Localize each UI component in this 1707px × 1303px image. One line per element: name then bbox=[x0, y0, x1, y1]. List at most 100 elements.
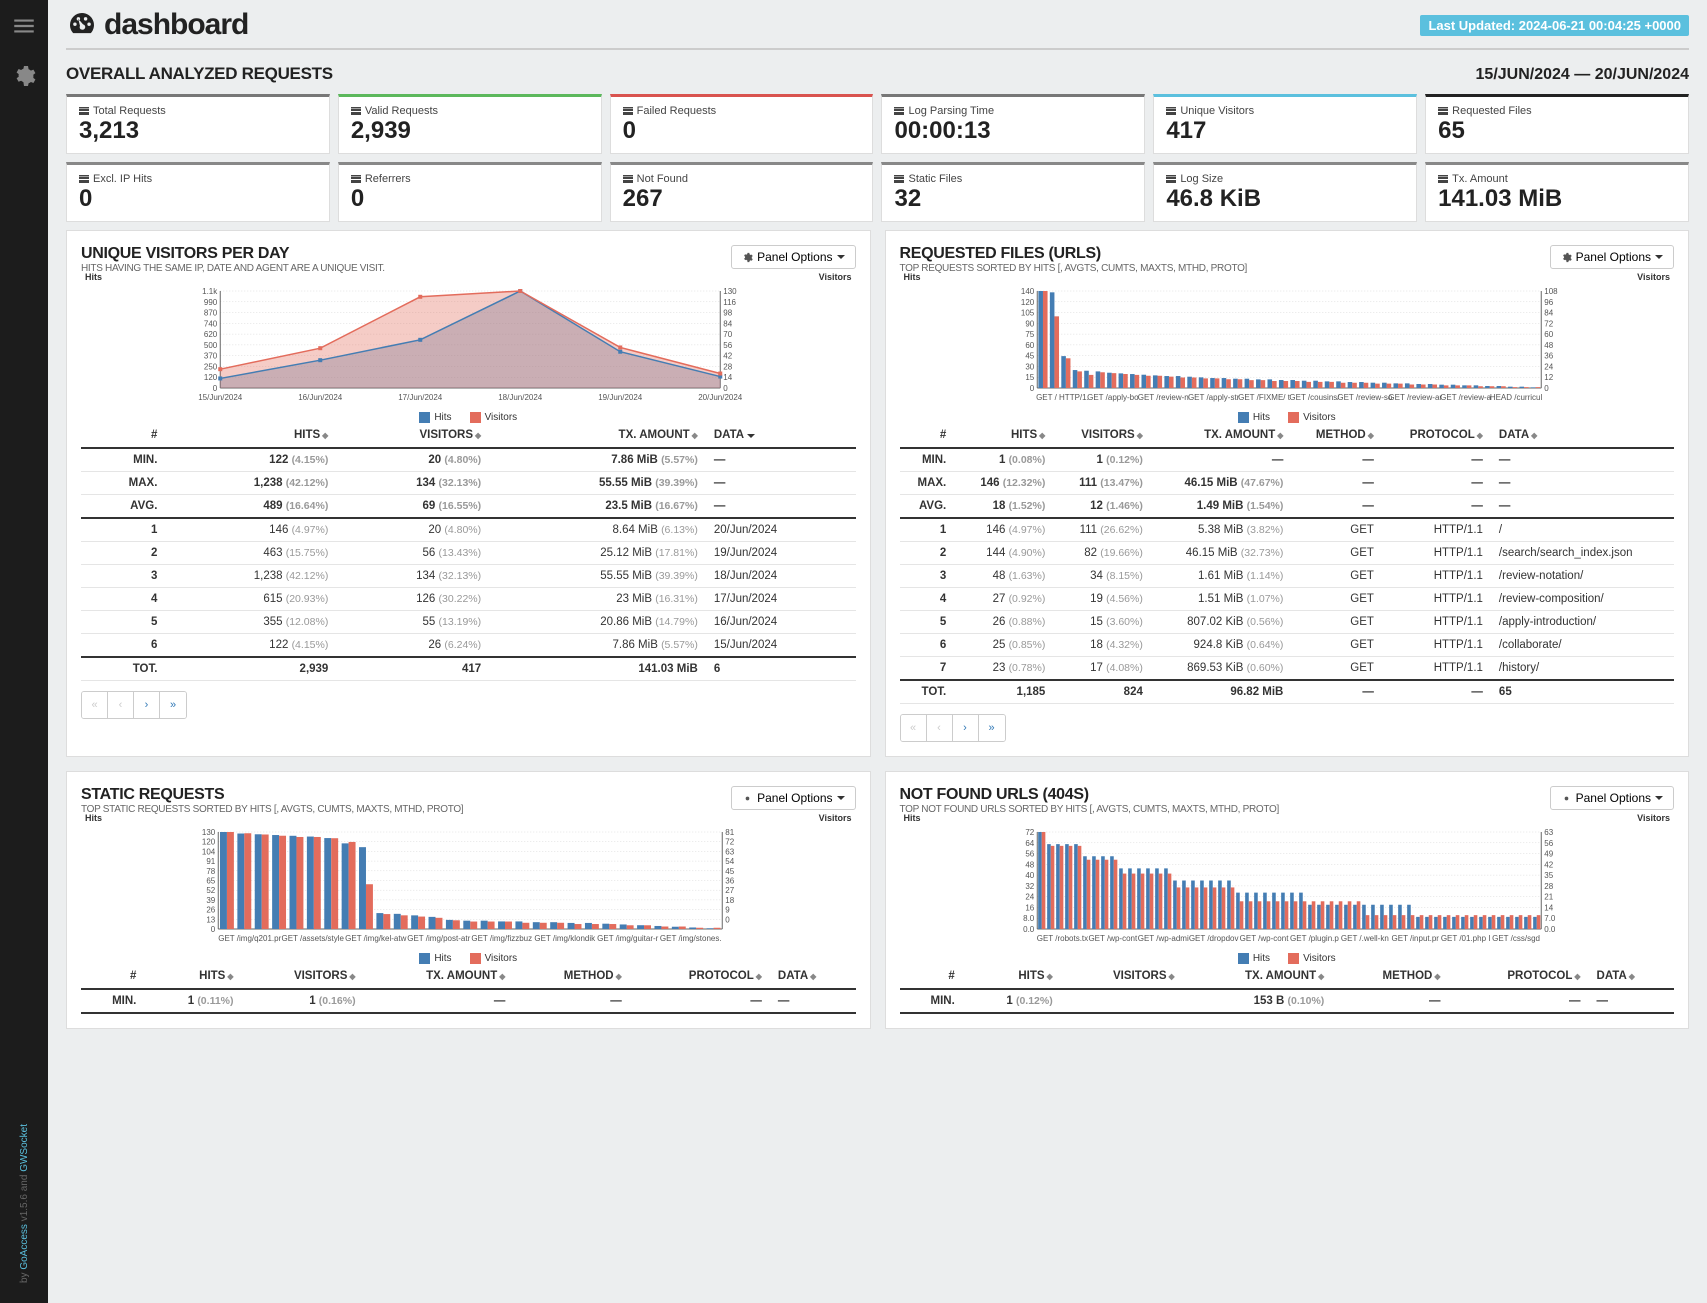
svg-text:24: 24 bbox=[1025, 893, 1034, 902]
table-row[interactable]: 625 (0.85%)18 (4.32%)924.8 KiB (0.64%)GE… bbox=[900, 634, 1675, 657]
page-last-button[interactable]: » bbox=[979, 715, 1005, 741]
stat-label: Log Parsing Time bbox=[894, 105, 1132, 117]
page-first-button[interactable]: « bbox=[901, 715, 927, 741]
table-row: MIN.1 (0.11%)1 (0.16%)— — — — bbox=[81, 989, 856, 1013]
column-header[interactable]: DATA◆ bbox=[770, 964, 856, 989]
bar-icon bbox=[351, 107, 361, 115]
table-row[interactable]: 526 (0.88%)15 (3.60%)807.02 KiB (0.56%)G… bbox=[900, 611, 1675, 634]
column-header[interactable]: # bbox=[900, 964, 963, 989]
stat-card: Tx. Amount 141.03 MiB bbox=[1425, 162, 1689, 222]
svg-text:GET /img/q201.pr: GET /img/q201.pr bbox=[218, 934, 281, 943]
page-prev-button[interactable]: ‹ bbox=[108, 692, 134, 718]
table-row[interactable]: 723 (0.78%)17 (4.08%)869.53 KiB (0.60%)G… bbox=[900, 657, 1675, 681]
column-header[interactable]: HITS◆ bbox=[165, 423, 336, 448]
column-header[interactable]: VISITORS◆ bbox=[1061, 964, 1183, 989]
page-first-button[interactable]: « bbox=[82, 692, 108, 718]
page-prev-button[interactable]: ‹ bbox=[927, 715, 953, 741]
column-header[interactable]: METHOD◆ bbox=[513, 964, 629, 989]
svg-text:84: 84 bbox=[723, 319, 732, 328]
svg-text:105: 105 bbox=[1020, 309, 1034, 318]
stat-card: Log Size 46.8 KiB bbox=[1153, 162, 1417, 222]
last-updated-badge: Last Updated: 2024-06-21 00:04:25 +0000 bbox=[1420, 15, 1689, 36]
table-row[interactable]: 1146 (4.97%)111 (26.62%)5.38 MiB (3.82%)… bbox=[900, 518, 1675, 542]
bar-icon bbox=[894, 107, 904, 115]
sidebar-footer: by GoAccess v1.5.6 and GWSocket bbox=[19, 1124, 30, 1283]
svg-text:GET / HTTP/1.: GET / HTTP/1. bbox=[1036, 393, 1089, 402]
svg-text:GET /review-a: GET /review-a bbox=[1440, 393, 1492, 402]
column-header[interactable]: TX. AMOUNT◆ bbox=[489, 423, 706, 448]
panel-title: REQUESTED FILES (URLS) bbox=[900, 245, 1248, 263]
svg-text:90: 90 bbox=[1025, 319, 1034, 328]
panel-subtitle: HITS HAVING THE SAME IP, DATE AND AGENT … bbox=[81, 263, 385, 274]
column-header[interactable]: VISITORS◆ bbox=[242, 964, 364, 989]
column-header[interactable]: PROTOCOL◆ bbox=[1449, 964, 1589, 989]
svg-text:GET /img/guitar-r: GET /img/guitar-r bbox=[597, 934, 659, 943]
page-next-button[interactable]: › bbox=[134, 692, 160, 718]
svg-text:0.0: 0.0 bbox=[1544, 925, 1556, 934]
notfound-chart: 726364565649484240353228242116148.07.00.… bbox=[900, 827, 1675, 947]
column-header[interactable]: HITS◆ bbox=[963, 964, 1061, 989]
table-row[interactable]: 348 (1.63%)34 (8.15%)1.61 MiB (1.14%)GET… bbox=[900, 565, 1675, 588]
table-row[interactable]: 4615 (20.93%)126 (30.22%)23 MiB (16.31%)… bbox=[81, 588, 856, 611]
column-header[interactable]: # bbox=[900, 423, 955, 448]
stat-value: 267 bbox=[623, 185, 861, 213]
page-next-button[interactable]: › bbox=[953, 715, 979, 741]
column-header[interactable]: METHOD◆ bbox=[1332, 964, 1448, 989]
table-row[interactable]: 6122 (4.15%)26 (6.24%)7.86 MiB (5.57%)15… bbox=[81, 634, 856, 658]
gear-icon[interactable] bbox=[10, 62, 38, 90]
stat-label: Log Size bbox=[1166, 173, 1404, 185]
column-header[interactable]: HITS◆ bbox=[954, 423, 1053, 448]
column-header[interactable]: # bbox=[81, 423, 165, 448]
column-header[interactable]: PROTOCOL◆ bbox=[630, 964, 770, 989]
svg-text:40: 40 bbox=[1025, 871, 1034, 880]
column-header[interactable]: VISITORS◆ bbox=[336, 423, 489, 448]
dashboard-icon bbox=[66, 9, 98, 41]
svg-text:0: 0 bbox=[213, 384, 218, 393]
panel-options-button[interactable]: Panel Options bbox=[731, 786, 855, 810]
table-row[interactable]: 31,238 (42.12%)134 (32.13%)55.55 MiB (39… bbox=[81, 565, 856, 588]
bar-icon bbox=[1438, 107, 1448, 115]
table-row[interactable]: 5355 (12.08%)55 (13.19%)20.86 MiB (14.79… bbox=[81, 611, 856, 634]
svg-text:140: 140 bbox=[1020, 287, 1034, 296]
column-header[interactable]: DATA bbox=[706, 423, 856, 448]
svg-text:0: 0 bbox=[725, 915, 730, 924]
column-header[interactable]: DATA◆ bbox=[1589, 964, 1674, 989]
stat-value: 0 bbox=[79, 185, 317, 213]
column-header[interactable]: METHOD◆ bbox=[1291, 423, 1382, 448]
table-row-total: TOT.2,939417141.03 MiB6 bbox=[81, 657, 856, 681]
table-row[interactable]: 2144 (4.90%)82 (19.66%)46.15 MiB (32.73%… bbox=[900, 542, 1675, 565]
column-header[interactable]: TX. AMOUNT◆ bbox=[364, 964, 514, 989]
svg-text:70: 70 bbox=[723, 330, 732, 339]
panel-options-button[interactable]: Panel Options bbox=[1550, 245, 1674, 269]
pagination: « ‹ › » bbox=[81, 691, 187, 719]
table-row[interactable]: 427 (0.92%)19 (4.56%)1.51 MiB (1.07%)GET… bbox=[900, 588, 1675, 611]
column-header[interactable]: HITS◆ bbox=[144, 964, 241, 989]
panel-options-button[interactable]: Panel Options bbox=[731, 245, 855, 269]
page-last-button[interactable]: » bbox=[160, 692, 186, 718]
svg-text:0: 0 bbox=[211, 925, 216, 934]
svg-text:GET /wp-admi: GET /wp-admi bbox=[1137, 934, 1188, 943]
column-header[interactable]: DATA◆ bbox=[1491, 423, 1674, 448]
column-header[interactable]: VISITORS◆ bbox=[1053, 423, 1151, 448]
svg-text:990: 990 bbox=[204, 298, 218, 307]
chart-legend: Hits Visitors bbox=[81, 412, 856, 423]
stat-value: 141.03 MiB bbox=[1438, 185, 1676, 213]
svg-text:GET /assets/style: GET /assets/style bbox=[281, 934, 344, 943]
stat-value: 65 bbox=[1438, 117, 1676, 145]
column-header[interactable]: TX. AMOUNT◆ bbox=[1183, 964, 1333, 989]
table-row[interactable]: 2463 (15.75%)56 (13.43%)25.12 MiB (17.81… bbox=[81, 542, 856, 565]
table-row[interactable]: 1146 (4.97%)20 (4.80%)8.64 MiB (6.13%)20… bbox=[81, 518, 856, 542]
gear-icon bbox=[742, 252, 753, 263]
svg-text:56: 56 bbox=[1025, 850, 1034, 859]
table-row: MIN.122 (4.15%)20 (4.80%)7.86 MiB (5.57%… bbox=[81, 448, 856, 472]
column-header[interactable]: TX. AMOUNT◆ bbox=[1151, 423, 1292, 448]
stat-card: Static Files 32 bbox=[881, 162, 1145, 222]
gear-icon bbox=[1561, 252, 1572, 263]
svg-text:108: 108 bbox=[1544, 287, 1558, 296]
svg-text:740: 740 bbox=[204, 319, 218, 328]
menu-icon[interactable] bbox=[10, 12, 38, 40]
column-header[interactable]: PROTOCOL◆ bbox=[1382, 423, 1491, 448]
column-header[interactable]: # bbox=[81, 964, 144, 989]
chart-legend: Hits Visitors bbox=[900, 412, 1675, 423]
panel-options-button[interactable]: Panel Options bbox=[1550, 786, 1674, 810]
